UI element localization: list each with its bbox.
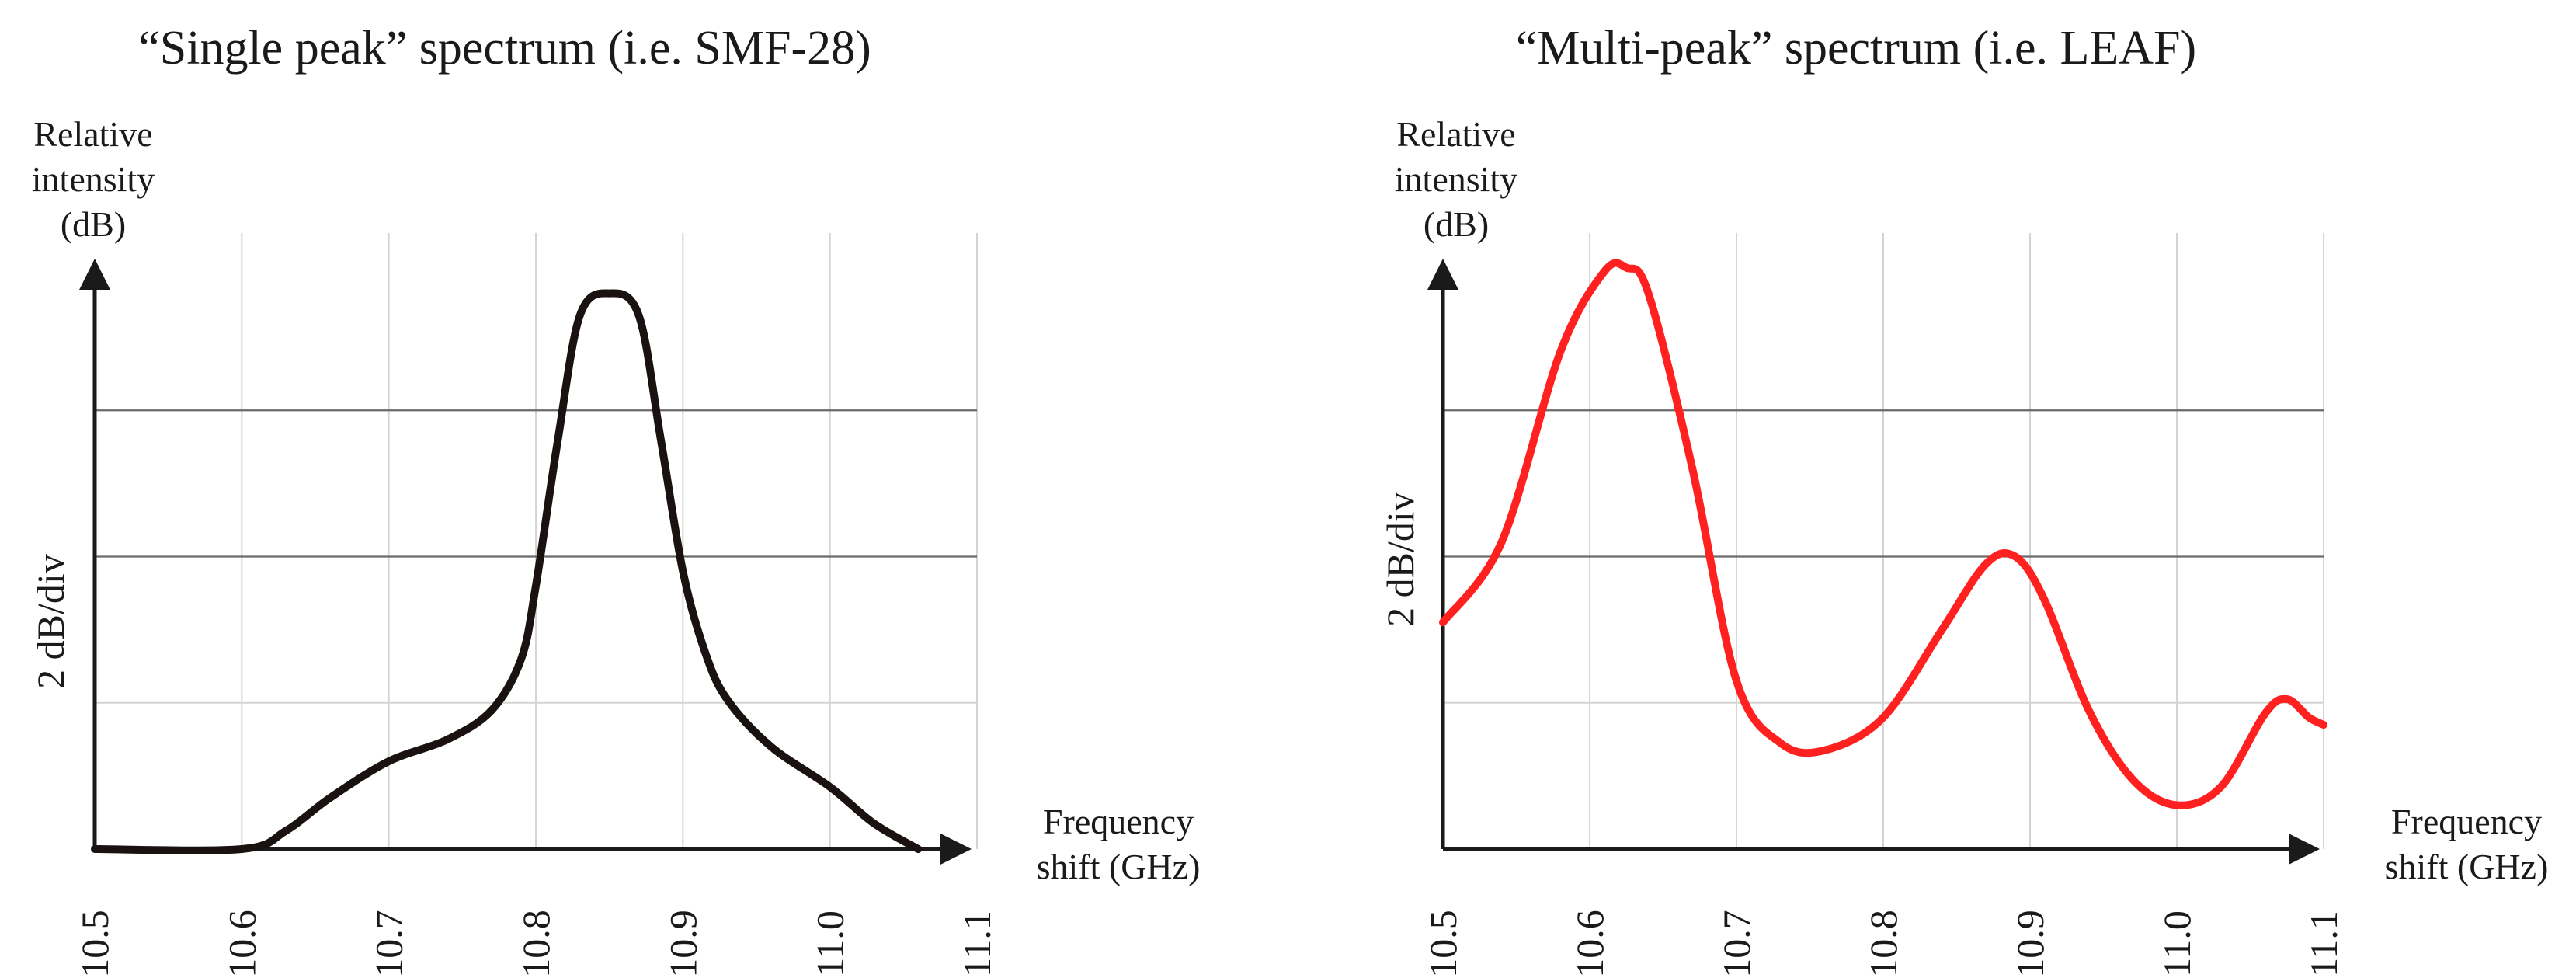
chart-title: “Multi-peak” spectrum (i.e. LEAF) — [1516, 22, 2196, 75]
x-tick-label: 10.9 — [661, 910, 704, 978]
y-axis-label-line-3: (dB) — [61, 204, 126, 244]
axes — [1427, 259, 2320, 865]
x-tick-label: 10.7 — [1715, 910, 1758, 978]
x-tick-label: 10.7 — [367, 910, 411, 978]
series-curve — [1439, 259, 2327, 809]
y-axis-label-line-1: Relative — [33, 114, 152, 154]
chart-title: “Single peak” spectrum (i.e. SMF-28) — [138, 22, 871, 75]
x-axis-label-line-2: shift (GHz) — [1037, 847, 1201, 886]
y-axis-label-line-2: intensity — [1395, 159, 1517, 199]
y-axis-label-line-2: intensity — [32, 159, 155, 199]
x-tick-label: 10.8 — [1862, 910, 1905, 978]
y-axis-label-line-1: Relative — [1396, 114, 1515, 154]
x-axis-label-line-1: Frequency — [1043, 802, 1194, 841]
y-axis-label-line-3: (dB) — [1424, 204, 1489, 244]
x-axis-label-line-2: shift (GHz) — [2385, 847, 2549, 886]
y-division-label: 2 dB/div — [29, 554, 72, 689]
multi-peak-chart: “Multi-peak” spectrum (i.e. LEAF) Relati… — [1378, 22, 2548, 978]
series-line-smf-28 — [91, 289, 923, 854]
series-line-leaf — [1439, 259, 2327, 809]
x-tick-labels: 10.5 10.6 10.7 10.8 10.9 11.0 11.1 — [73, 910, 999, 978]
x-tick-label: 10.6 — [1568, 910, 1611, 978]
grid-lines — [95, 233, 978, 849]
x-tick-label: 10.8 — [514, 910, 558, 978]
x-tick-label: 10.5 — [1421, 910, 1465, 978]
x-tick-label: 10.5 — [73, 910, 116, 978]
x-tick-label: 11.1 — [955, 910, 999, 977]
x-tick-label: 11.1 — [2302, 910, 2345, 977]
x-axis-label-line-1: Frequency — [2391, 802, 2542, 841]
y-division-label: 2 dB/div — [1378, 492, 1422, 627]
single-peak-chart: “Single peak” spectrum (i.e. SMF-28) Rel… — [29, 22, 1200, 978]
series-curve — [91, 289, 923, 854]
x-tick-label: 11.0 — [808, 910, 852, 977]
x-tick-labels: 10.5 10.6 10.7 10.8 10.9 11.0 11.1 — [1421, 910, 2345, 978]
grid-lines — [1443, 233, 2324, 849]
x-tick-label: 11.0 — [2155, 910, 2199, 977]
x-tick-label: 10.6 — [220, 910, 263, 978]
x-tick-label: 10.9 — [2008, 910, 2052, 978]
